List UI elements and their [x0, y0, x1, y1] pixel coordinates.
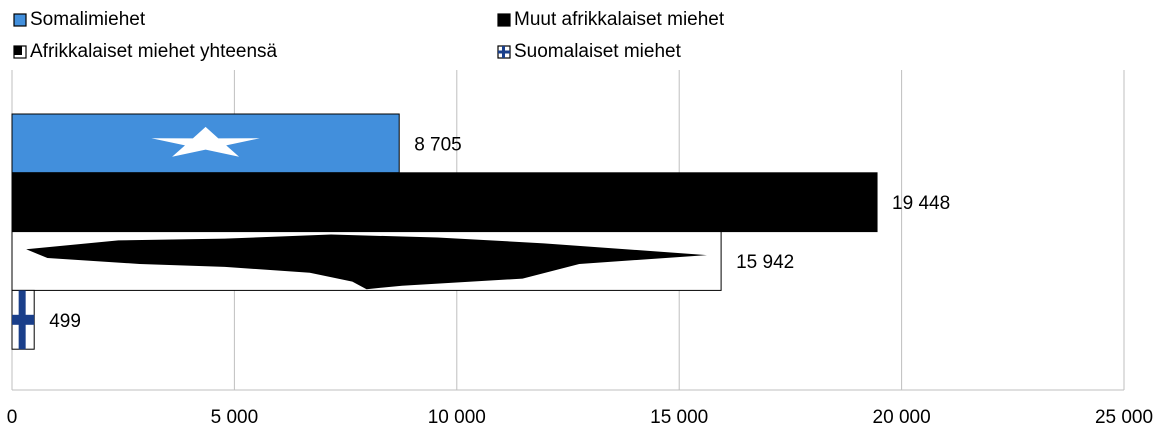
data-label: 15 942 [736, 252, 794, 273]
legend-label: Muut afrikkalaiset miehet [514, 9, 725, 30]
legend-label: Suomalaiset miehet [514, 41, 682, 62]
data-label: 499 [49, 311, 81, 332]
x-tick-label: 5 000 [211, 407, 259, 428]
legend-label: Somalimiehet [30, 9, 146, 30]
x-tick-label: 25 000 [1095, 407, 1153, 428]
legend-label: Afrikkalaiset miehet yhteensä [30, 41, 278, 62]
legend-swatch-detail [14, 46, 22, 55]
flag-star [151, 126, 260, 157]
x-tick-label: 0 [7, 407, 18, 428]
data-label: 19 448 [892, 193, 950, 214]
x-tick-label: 10 000 [428, 407, 486, 428]
flag-cross [18, 290, 26, 350]
africa-shape [26, 234, 707, 290]
legend-swatch [497, 13, 511, 27]
data-label: 8 705 [414, 134, 462, 155]
legend-swatch-detail [502, 46, 505, 58]
legend-swatch [13, 13, 27, 27]
bar [11, 172, 878, 233]
x-tick-label: 15 000 [650, 407, 708, 428]
x-tick-label: 20 000 [873, 407, 931, 428]
